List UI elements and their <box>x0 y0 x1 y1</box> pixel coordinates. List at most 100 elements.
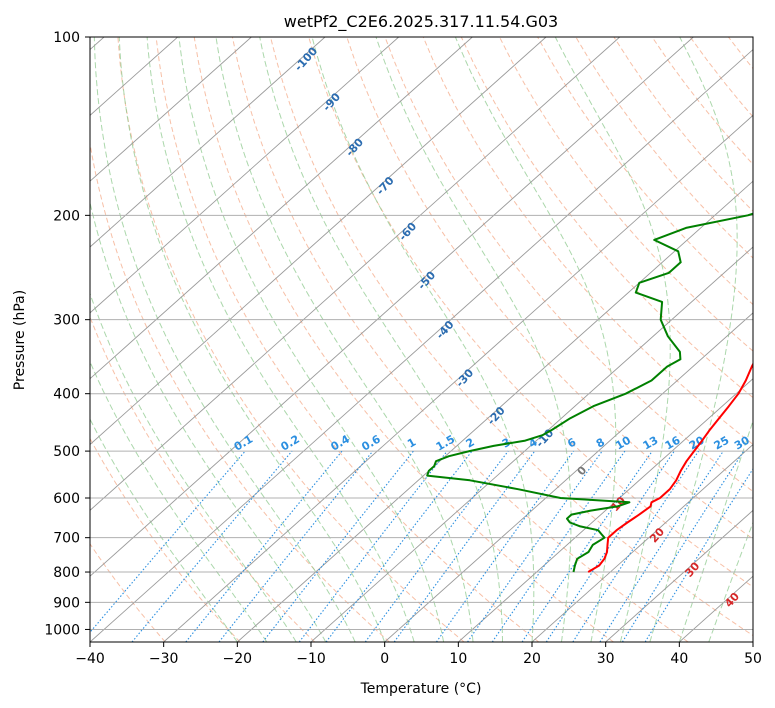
moist-adiabat <box>93 37 356 642</box>
dry-adiabat <box>613 37 753 212</box>
mixing-ratio-label: 1 <box>405 436 418 451</box>
isotherm <box>90 37 326 248</box>
y-tick-label: 500 <box>53 444 80 460</box>
moist-adiabat <box>375 37 572 642</box>
moist-adiabat <box>90 418 238 642</box>
mixing-ratio-label: 6 <box>565 435 578 450</box>
mixing-ratio-line <box>298 450 448 642</box>
isotherm <box>90 37 694 577</box>
dry-adiabat <box>308 37 753 588</box>
isotherm <box>237 180 753 642</box>
isotherm <box>310 246 753 642</box>
dry-adiabat <box>384 37 753 493</box>
y-tick-label: 600 <box>53 491 80 507</box>
mixing-ratio-line <box>90 450 246 634</box>
isotherm <box>90 37 400 314</box>
dry-adiabat <box>90 437 241 642</box>
dry-adiabat <box>117 37 465 642</box>
mixing-ratio-line <box>644 467 753 642</box>
profiles <box>426 212 753 573</box>
dry-adiabat <box>155 37 540 642</box>
isotherm <box>90 37 547 446</box>
background-lines <box>90 37 775 642</box>
mixing-ratio-line <box>521 450 653 642</box>
plot-frame <box>89 36 754 643</box>
mixing-ratio-line <box>218 450 374 642</box>
dry-adiabat <box>767 37 775 642</box>
x-tick-label: 10 <box>449 651 467 667</box>
mixing-ratio-label: 25 <box>712 434 732 453</box>
mixing-ratio-label: 0.6 <box>359 432 383 453</box>
moist-adiabat <box>311 37 535 642</box>
mixing-ratio-line <box>599 450 724 642</box>
mixing-ratio-label: 2 <box>464 436 477 451</box>
moist-adiabat <box>678 419 753 642</box>
x-tick-label: −10 <box>296 651 326 667</box>
mixing-ratio-label: 0.4 <box>329 432 353 453</box>
mixing-ratio-line <box>621 450 745 642</box>
mixing-ratio-label: 8 <box>594 436 607 451</box>
mixing-ratio-line <box>572 450 700 642</box>
x-tick-label: −40 <box>75 651 105 667</box>
mixing-ratio-label: 13 <box>641 434 661 453</box>
x-tick-label: 30 <box>597 651 615 667</box>
moist-adiabat <box>708 521 753 642</box>
isotherm <box>90 48 753 642</box>
isotherm-label: -60 <box>396 220 419 244</box>
dry-adiabat <box>231 37 689 642</box>
isotherm-label: -90 <box>320 90 343 114</box>
isotherm <box>752 641 753 642</box>
mixing-ratio-line <box>364 450 509 642</box>
isotherm <box>679 575 753 642</box>
dry-adiabat <box>575 37 753 259</box>
dry-adiabat <box>728 37 753 70</box>
isotherm-label: -40 <box>434 318 457 342</box>
x-tick-label: 0 <box>380 651 389 667</box>
y-tick-label: 200 <box>53 208 80 224</box>
mixing-ratio-label: 36 <box>753 433 773 452</box>
isotherm-label: 30 <box>682 559 702 579</box>
mixing-ratio-line <box>131 450 293 642</box>
mixing-ratio-label: 1.5 <box>434 433 457 454</box>
dry-adiabat <box>346 37 753 540</box>
x-tick-label: 50 <box>744 651 762 667</box>
mixing-ratio-line <box>262 450 414 642</box>
isotherm-label: 40 <box>722 590 742 610</box>
mixing-ratio-line <box>393 450 536 642</box>
dry-adiabat <box>422 37 753 446</box>
mixing-ratio-label: 0.2 <box>279 433 302 454</box>
isotherm-label: 20 <box>647 525 667 545</box>
mixing-ratio-line <box>545 450 675 642</box>
chart-title: wetPf2_C2E6.2025.317.11.54.G03 <box>284 12 558 32</box>
mixing-ratio-line <box>435 450 575 642</box>
x-tick-label: 20 <box>523 651 541 667</box>
x-tick-label: 40 <box>670 651 688 667</box>
dry-adiabat <box>193 37 614 642</box>
line-labels: 0.1 0.2 0.4 0.6 1 1.5 2 3 4 6 8 10 13 16 20 25 30 36-100-… <box>232 44 773 610</box>
moist-adiabat <box>554 37 671 642</box>
isotherm <box>458 378 753 642</box>
moist-adiabat <box>118 37 386 642</box>
y-tick-label: 400 <box>53 387 80 403</box>
x-axis-label: Temperature (°C) <box>360 681 482 697</box>
isotherm-label: -100 <box>292 44 320 73</box>
mixing-ratio-label: 30 <box>732 433 752 452</box>
isotherm-label: -30 <box>453 366 476 390</box>
temperature-profile <box>587 362 753 573</box>
mixing-ratio-line <box>467 450 603 642</box>
moist-adiabat <box>649 37 738 642</box>
moist-adiabat <box>90 360 268 642</box>
dry-adiabat <box>270 37 753 637</box>
moist-adiabat <box>259 37 503 642</box>
y-tick-label: 900 <box>53 595 80 611</box>
mixing-ratio-line <box>491 450 626 642</box>
isotherm-label: -70 <box>374 174 397 198</box>
y-tick-label: 300 <box>53 313 80 329</box>
moist-adiabat <box>90 200 327 642</box>
axes: −40 −30 −20 −10 0 10 20 30 40 5010020030040050060… <box>44 30 762 667</box>
y-tick-label: 100 <box>53 30 80 46</box>
y-tick-label: 700 <box>53 531 80 547</box>
y-tick-label: 800 <box>53 565 80 581</box>
isotherm <box>90 37 252 182</box>
